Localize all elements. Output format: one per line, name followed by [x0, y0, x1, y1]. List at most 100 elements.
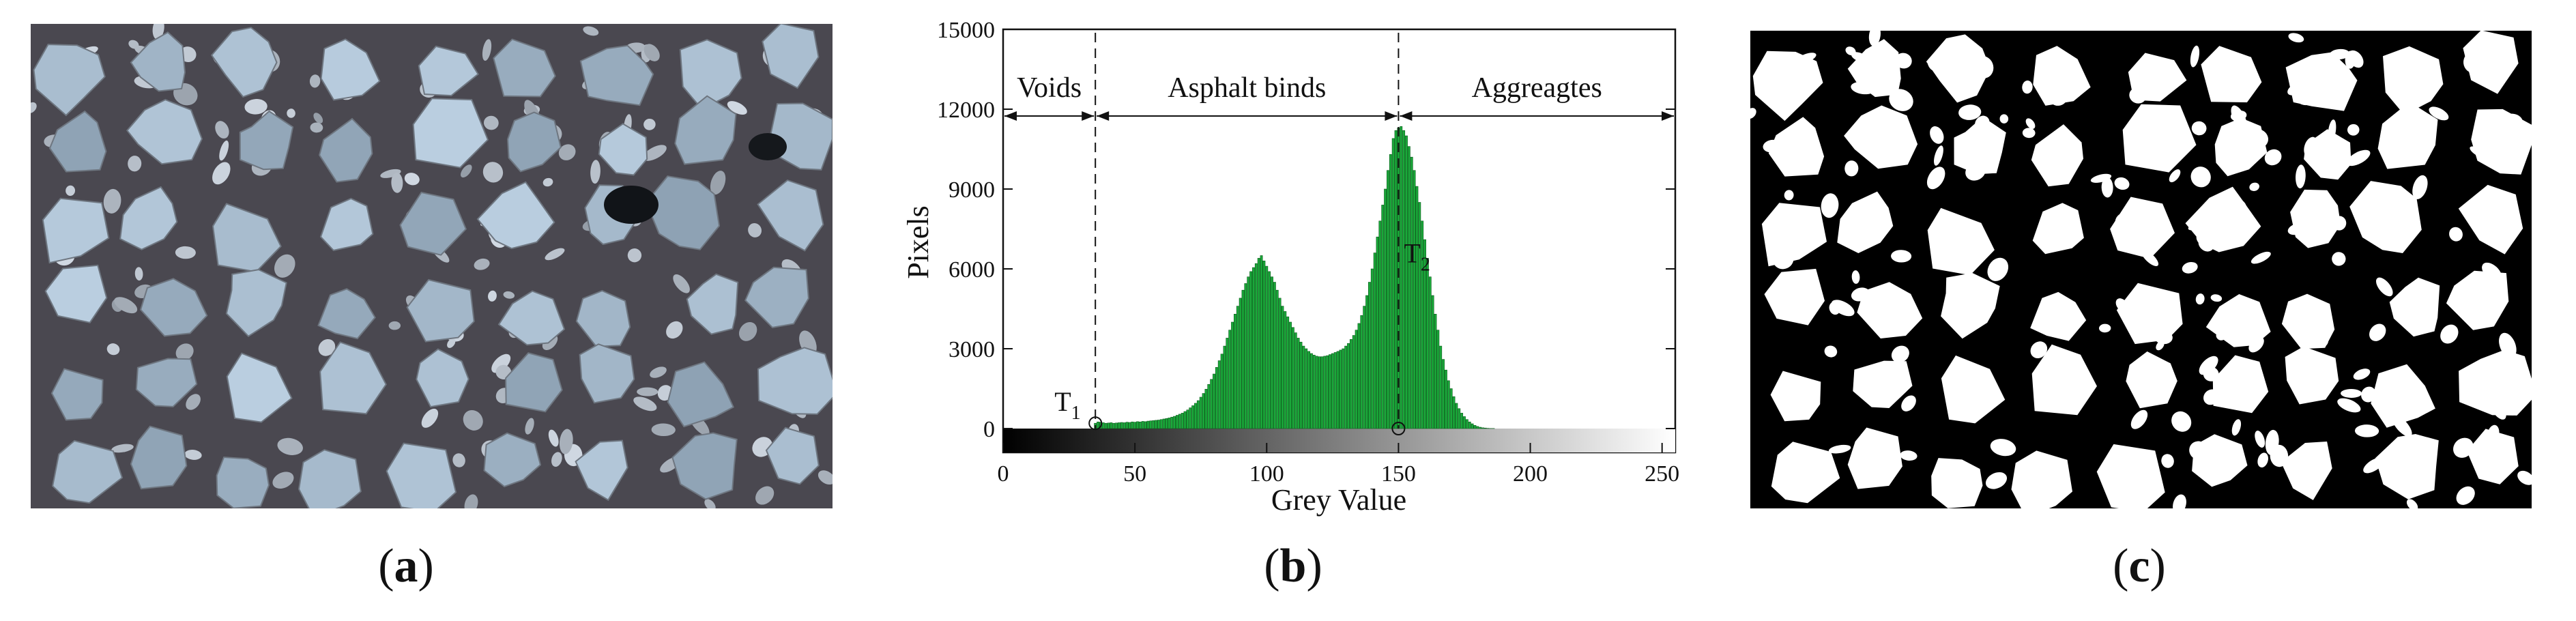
histogram-bar — [1349, 339, 1352, 429]
fine-aggregate — [274, 254, 295, 278]
binary-fine-aggregate — [2114, 177, 2130, 190]
binary-fine-aggregate — [2098, 323, 2111, 333]
fine-aggregate — [590, 160, 600, 184]
fine-aggregate — [447, 338, 456, 348]
coarse-aggregate — [135, 358, 198, 407]
histogram-bar — [1101, 422, 1105, 429]
coarse-aggregate — [483, 432, 542, 488]
binary-coarse-aggregate — [2205, 294, 2271, 347]
histogram-bar — [1315, 356, 1318, 429]
binary-fine-aggregate — [2375, 277, 2393, 297]
histogram-bar — [1125, 422, 1129, 429]
coarse-aggregate — [476, 181, 555, 250]
histogram-bar — [1257, 258, 1260, 429]
fine-aggregate — [310, 122, 323, 133]
fine-aggregate — [482, 162, 504, 183]
histogram-bar — [1442, 359, 1445, 429]
region-arrowhead-left — [1097, 111, 1110, 121]
histogram-bar — [1199, 396, 1202, 429]
binary-fine-aggregate — [2169, 169, 2181, 183]
histogram-bar — [1320, 356, 1324, 429]
fine-aggregate — [817, 470, 835, 485]
histogram-bar — [1310, 353, 1313, 429]
binary-coarse-aggregate — [2212, 355, 2269, 414]
fine-aggregate — [627, 248, 642, 263]
coarse-aggregate — [493, 38, 556, 98]
binary-fine-aggregate — [2210, 294, 2223, 302]
histogram-bar — [1110, 422, 1113, 429]
fine-aggregate — [548, 429, 559, 447]
region-arrowhead-left — [1400, 111, 1413, 121]
histogram-bar — [1239, 298, 1242, 429]
histogram-bar — [1355, 330, 1358, 429]
binary-coarse-aggregate — [1771, 442, 1840, 504]
histogram-bar — [1273, 282, 1276, 429]
histogram-bar — [1473, 425, 1477, 429]
binary-fine-aggregate — [1828, 444, 1851, 454]
fine-aggregate — [488, 290, 497, 302]
binary-fine-aggregate — [2130, 409, 2148, 429]
histogram-bar — [1123, 422, 1126, 429]
binary-fine-aggregate — [2182, 261, 2198, 274]
histogram-bar — [1168, 418, 1171, 429]
fine-aggregate — [175, 246, 196, 259]
binary-coarse-aggregate — [1954, 117, 2006, 175]
histogram-bar — [1159, 419, 1163, 429]
binary-coarse-aggregate — [2096, 444, 2165, 512]
binary-coarse-aggregate — [2214, 117, 2268, 177]
histogram-bar — [1449, 388, 1453, 429]
histogram-bar — [1458, 408, 1461, 429]
histogram-bar — [1131, 421, 1134, 429]
binary-coarse-aggregate — [1768, 117, 1825, 177]
caption-a: (a) — [317, 539, 495, 594]
region-arrowhead-right — [1662, 111, 1674, 121]
coarse-aggregate — [686, 273, 739, 335]
coarse-aggregate — [210, 27, 278, 98]
binary-fine-aggregate — [2517, 470, 2534, 485]
binary-coarse-aggregate — [1857, 282, 1923, 338]
histogram-bar — [1220, 353, 1224, 429]
binary-coarse-aggregate — [1941, 273, 2000, 339]
histogram-bar — [1215, 366, 1218, 429]
coarse-aggregate — [44, 264, 108, 323]
asphalt-photo — [25, 18, 838, 519]
histogram-chart: Pixels Grey Value 0 3000 6000 9000 12000 1500… — [887, 17, 1692, 525]
fine-aggregate — [391, 173, 403, 193]
fine-aggregate — [583, 26, 599, 36]
coarse-aggregate — [598, 123, 648, 176]
region-label: Asphalt binds — [1168, 72, 1326, 104]
histogram-bar — [1331, 353, 1334, 429]
binary-coarse-aggregate — [2304, 129, 2351, 180]
fine-aggregate — [525, 418, 534, 435]
binary-coarse-aggregate — [2281, 293, 2335, 349]
fine-aggregate — [128, 156, 142, 172]
histogram-bar — [1157, 420, 1160, 429]
coarse-aggregate — [575, 439, 628, 502]
histogram-bar — [1423, 239, 1426, 429]
histogram-bar — [1226, 338, 1229, 429]
histogram-bar — [1329, 354, 1331, 429]
coarse-aggregate — [225, 269, 287, 337]
fine-aggregate — [704, 499, 716, 511]
binary-fine-aggregate — [1824, 345, 1838, 358]
histogram-bar — [1463, 416, 1466, 429]
fine-aggregate — [558, 144, 576, 160]
coarse-aggregate — [319, 341, 387, 415]
binary-fine-aggregate — [2022, 128, 2036, 139]
histogram-bar — [1373, 252, 1376, 429]
fine-aggregate — [503, 291, 515, 299]
binary-coarse-aggregate — [1926, 34, 1991, 103]
fine-aggregate — [650, 366, 667, 378]
binary-coarse-aggregate — [2471, 109, 2532, 175]
histogram-bar — [1479, 427, 1482, 429]
histogram-bar — [1481, 427, 1484, 429]
histogram-bar — [1431, 295, 1434, 429]
fine-aggregate — [452, 453, 465, 467]
histogram-bar — [1204, 388, 1208, 429]
binary-fine-aggregate — [2456, 486, 2475, 505]
histogram-bar — [1115, 422, 1118, 429]
binary-fine-aggregate — [1901, 395, 1916, 411]
y-tick-label: 12000 — [937, 98, 995, 123]
histogram-bar — [1342, 348, 1345, 429]
histogram-bar — [1381, 205, 1385, 429]
